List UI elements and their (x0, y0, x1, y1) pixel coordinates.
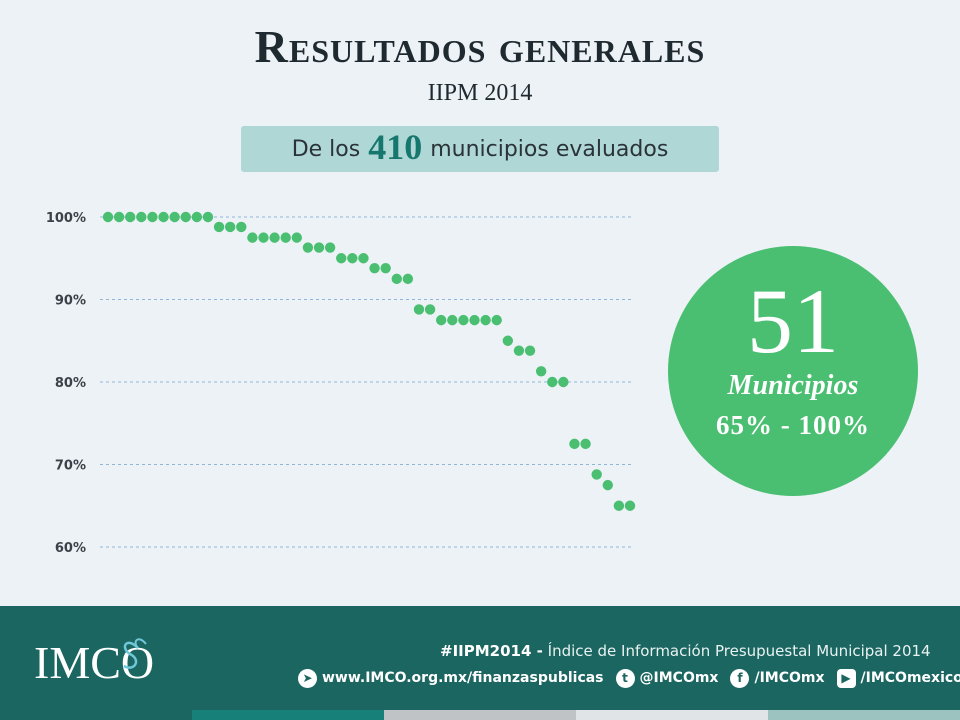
data-point (391, 273, 402, 285)
data-point (136, 211, 147, 223)
youtube-link-text[interactable]: /IMCOmexico (860, 670, 960, 686)
data-point (580, 438, 591, 450)
summary-badge: 51 Municipios 65% - 100% (668, 246, 918, 496)
badge-range: 65% - 100% (716, 410, 870, 440)
y-tick-label: 70% (55, 459, 86, 474)
footer-stripe (768, 710, 960, 720)
data-point (480, 314, 491, 326)
data-point (380, 262, 391, 274)
data-point (435, 314, 447, 326)
footer-stripe (0, 710, 192, 720)
footer-tagline-text: Índice de Información Presupuestal Munic… (547, 642, 931, 660)
twitter-link-text[interactable]: @IMCOmx (639, 670, 719, 686)
data-point (413, 304, 425, 315)
data-point (358, 253, 369, 264)
data-point (336, 253, 347, 264)
data-point (180, 211, 191, 223)
data-point (158, 211, 169, 223)
youtube-icon: ▶ (836, 668, 856, 688)
data-point (535, 366, 547, 377)
y-tick-label: 100% (46, 211, 86, 226)
telegram-icon: ➤ (298, 668, 317, 688)
evaluated-banner: De los 410 municipios evaluados (241, 126, 719, 172)
footer-hashtag: #IIPM2014 - (440, 642, 543, 660)
banner-number: 410 (368, 127, 423, 167)
y-tick-label: 60% (55, 541, 86, 556)
footer: IMCO #IIPM2014 - Índice de Información P… (0, 606, 960, 710)
data-point (202, 211, 214, 223)
data-point (569, 438, 580, 450)
data-point (547, 376, 558, 388)
data-point (402, 273, 414, 285)
data-point (502, 335, 514, 346)
data-point (247, 232, 258, 243)
data-point (169, 211, 180, 223)
data-point (302, 242, 314, 253)
data-point (469, 314, 480, 326)
data-point (447, 314, 458, 326)
data-point (347, 253, 358, 264)
data-point (213, 221, 225, 233)
page-subtitle: IIPM 2014 (427, 80, 533, 106)
imco-logo[interactable]: IMCO (34, 626, 194, 696)
y-tick-label: 90% (55, 294, 86, 309)
badge-label: Municipios (727, 370, 859, 401)
data-point (191, 211, 203, 223)
data-point (558, 376, 569, 388)
footer-links: ➤ www.IMCO.org.mx/finanzaspublicas t @IM… (298, 666, 960, 690)
twitter-link[interactable]: t @IMCOmx (615, 668, 719, 688)
data-point (291, 232, 303, 243)
footer-stripe (384, 710, 576, 720)
data-point (491, 314, 502, 326)
page-title: Resultados generales (254, 21, 706, 72)
twitter-icon: t (615, 668, 635, 688)
data-point (524, 345, 536, 356)
data-point (269, 232, 280, 243)
facebook-link-text[interactable]: /IMCOmx (754, 670, 825, 686)
data-point (102, 211, 114, 223)
data-point (369, 262, 380, 274)
footer-tagline: #IIPM2014 - Índice de Información Presup… (440, 642, 931, 660)
data-point (458, 314, 469, 326)
data-point (258, 232, 269, 243)
data-point (602, 479, 613, 491)
y-tick-label: 80% (55, 376, 86, 391)
data-point (624, 500, 636, 511)
data-point (147, 211, 158, 223)
data-point (236, 221, 247, 233)
data-points (102, 211, 636, 511)
footer-stripes (0, 710, 960, 720)
data-point (613, 500, 625, 511)
facebook-icon: f (730, 668, 750, 688)
footer-stripe (576, 710, 768, 720)
scatter-chart: 100% 90% 80% 70% 60% (46, 211, 636, 556)
data-point (424, 304, 436, 315)
data-point (591, 469, 602, 480)
footer-stripe (192, 710, 384, 720)
data-point (313, 242, 325, 253)
banner-suffix: municipios evaluados (430, 136, 669, 162)
grid-lines (100, 216, 632, 548)
data-point (513, 345, 525, 356)
data-point (280, 232, 291, 243)
data-point (113, 211, 125, 223)
facebook-link[interactable]: f /IMCOmx (730, 668, 825, 688)
youtube-link[interactable]: ▶ /IMCOmexico (836, 668, 960, 688)
banner-prefix: De los (291, 136, 361, 162)
data-point (224, 221, 236, 233)
badge-number: 51 (747, 270, 839, 372)
y-tick-labels: 100% 90% 80% 70% 60% (46, 211, 86, 556)
website-link[interactable]: ➤ www.IMCO.org.mx/finanzaspublicas (298, 668, 604, 688)
data-point (125, 211, 136, 223)
data-point (324, 242, 336, 253)
website-link-text[interactable]: www.IMCO.org.mx/finanzaspublicas (322, 670, 604, 686)
